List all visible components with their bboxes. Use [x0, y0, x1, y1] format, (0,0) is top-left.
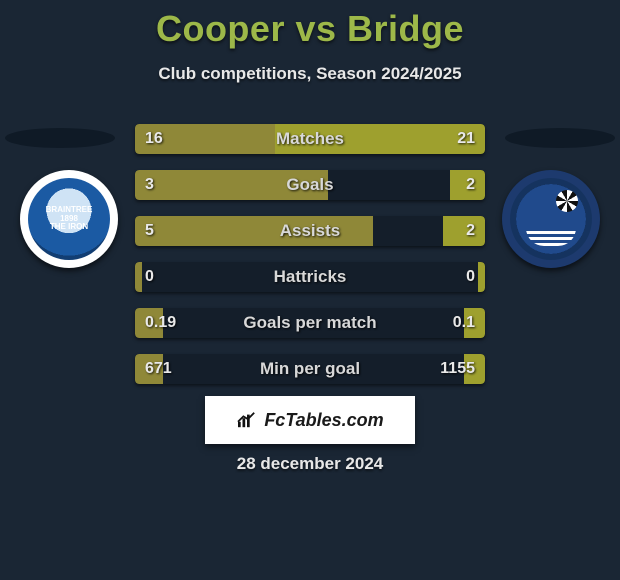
footer-brand-text: FcTables.com [264, 410, 383, 431]
stat-row: 00Hattricks [135, 262, 485, 292]
waves-icon [526, 228, 576, 246]
stat-row: 1621Matches [135, 124, 485, 154]
subtitle: Club competitions, Season 2024/2025 [0, 64, 620, 84]
footer-brand-badge: FcTables.com [205, 396, 415, 444]
stats-bars: 1621Matches 32Goals 52Assists 00Hattricks 0.… [135, 124, 485, 400]
stat-label: Goals [135, 170, 485, 200]
stat-row: 32Goals [135, 170, 485, 200]
shadow-ellipse-right [505, 128, 615, 148]
stat-label: Matches [135, 124, 485, 154]
infographic-container: Cooper vs Bridge Club competitions, Seas… [0, 0, 620, 84]
stat-label: Goals per match [135, 308, 485, 338]
stat-label: Hattricks [135, 262, 485, 292]
crest-left-text: BRAINTREE1898THE IRON [46, 206, 93, 232]
player-left-name: Cooper [156, 8, 285, 49]
team-crest-left: BRAINTREE1898THE IRON [20, 170, 118, 268]
title-vs: vs [295, 8, 336, 49]
chart-icon [236, 411, 258, 429]
stat-label: Assists [135, 216, 485, 246]
player-right-name: Bridge [347, 8, 464, 49]
footer-date: 28 december 2024 [0, 454, 620, 474]
crest-right-inner [510, 178, 592, 260]
page-title: Cooper vs Bridge [0, 8, 620, 50]
stat-label: Min per goal [135, 354, 485, 384]
stat-row: 52Assists [135, 216, 485, 246]
stat-row: 6711155Min per goal [135, 354, 485, 384]
shadow-ellipse-left [5, 128, 115, 148]
team-crest-right [502, 170, 600, 268]
crest-left-inner: BRAINTREE1898THE IRON [28, 178, 110, 260]
stat-row: 0.190.1Goals per match [135, 308, 485, 338]
soccer-ball-icon [556, 190, 578, 212]
